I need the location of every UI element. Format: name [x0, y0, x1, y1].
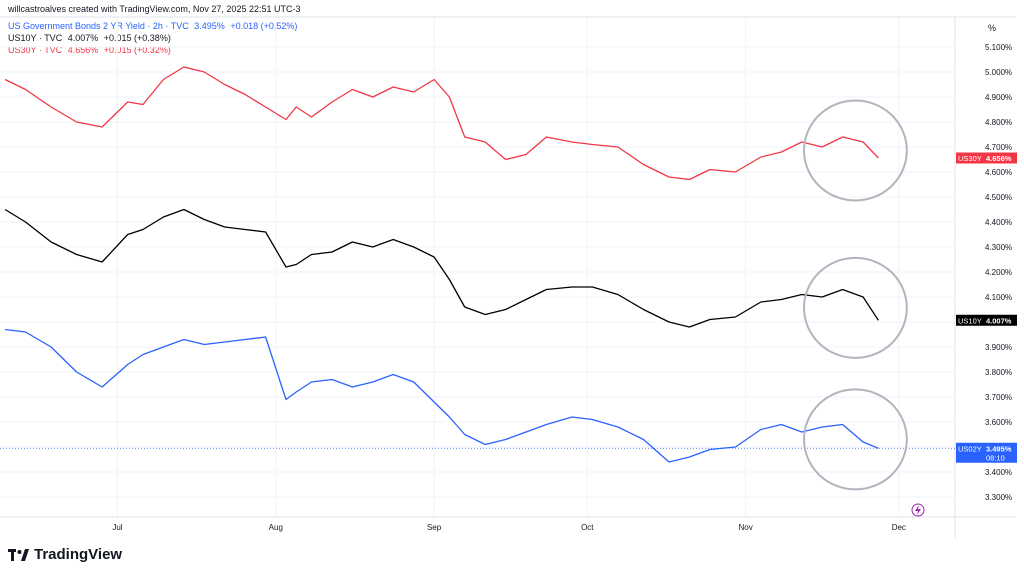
y-tick-label: 4.400% [985, 218, 1012, 227]
last-value-tag [956, 442, 1017, 463]
legend-us30y-name: US30Y · TVC [8, 45, 63, 55]
y-tick-label: 5.000% [985, 68, 1012, 77]
last-value-tag-name: US30Y [958, 154, 982, 163]
last-value-tag-value: 3.495% [986, 444, 1012, 453]
legend-us02y[interactable]: US Government Bonds 2 YR Yield · 2h · TV… [8, 21, 300, 31]
author-text: willcastroalves created with TradingView… [8, 4, 301, 14]
annotation-circle-us02y[interactable] [803, 388, 908, 491]
y-tick-label: 4.700% [985, 143, 1012, 152]
last-value-tag [956, 314, 1017, 326]
legend-us10y-change: +0.015 (+0.38%) [103, 33, 171, 43]
x-tick-label: Jul [112, 523, 122, 532]
y-tick-label: 4.500% [985, 193, 1012, 202]
y-tick-label: 3.900% [985, 343, 1012, 352]
y-tick-label: 3.600% [985, 418, 1012, 427]
series-line-us30y[interactable] [4, 66, 879, 181]
legend-us02y-name: US Government Bonds 2 YR Yield · 2h · TV… [8, 21, 189, 31]
y-tick-label: 4.300% [985, 243, 1012, 252]
legend-us10y-name: US10Y · TVC [8, 33, 63, 43]
series-line-us10y[interactable] [4, 208, 879, 328]
last-value-tag-value: 4.656% [986, 154, 1012, 163]
last-value-tag-name: US10Y [958, 316, 982, 325]
countdown-label: 08:10 [986, 453, 1005, 462]
legend-us30y-last: 4.656% [67, 45, 99, 55]
x-tick-label: Sep [427, 523, 442, 532]
tradingview-logo-icon [8, 548, 29, 561]
series-line-us02y[interactable] [5, 328, 879, 463]
y-tick-label: 3.300% [985, 493, 1012, 502]
y-tick-label: 3.800% [985, 368, 1012, 377]
y-unit-label: % [988, 23, 996, 33]
last-value-tag-name: US02Y [958, 444, 982, 453]
y-tick-label: 4.800% [985, 118, 1012, 127]
brand-name: TradingView [34, 546, 123, 563]
last-value-tag [956, 152, 1017, 164]
legend-us02y-change: +0.018 (+0.52%) [230, 21, 298, 31]
legend-us30y[interactable]: US30Y · TVC 4.656% +0.015 (+0.32%) [8, 45, 174, 55]
y-tick-label: 4.100% [985, 293, 1012, 302]
y-tick-label: 4.900% [985, 93, 1012, 102]
legend-us10y[interactable]: US10Y · TVC 4.007% +0.015 (+0.38%) [8, 33, 174, 43]
annotation-circle-us30y[interactable] [803, 99, 908, 202]
y-tick-label: 3.700% [985, 393, 1012, 402]
y-tick-label: 4.200% [985, 268, 1012, 277]
x-tick-label: Nov [738, 523, 752, 532]
last-value-tag-value: 4.007% [986, 316, 1012, 325]
x-tick-label: Aug [269, 523, 283, 532]
chart-author-line: willcastroalves created with TradingView… [8, 4, 303, 14]
legend-us30y-change: +0.015 (+0.32%) [103, 45, 171, 55]
legend-us02y-last: 3.495% [194, 21, 225, 31]
lightning-bolt-icon [915, 505, 921, 515]
y-tick-label: 5.100% [985, 43, 1012, 52]
legend-us10y-last: 4.007% [67, 33, 99, 43]
y-tick-label: 3.400% [985, 468, 1012, 477]
annotation-circle-us10y[interactable] [803, 256, 908, 359]
x-tick-label: Dec [892, 523, 906, 532]
tradingview-brand[interactable]: TradingView [8, 546, 122, 563]
y-tick-label: 4.600% [985, 168, 1012, 177]
x-tick-label: Oct [581, 523, 594, 532]
